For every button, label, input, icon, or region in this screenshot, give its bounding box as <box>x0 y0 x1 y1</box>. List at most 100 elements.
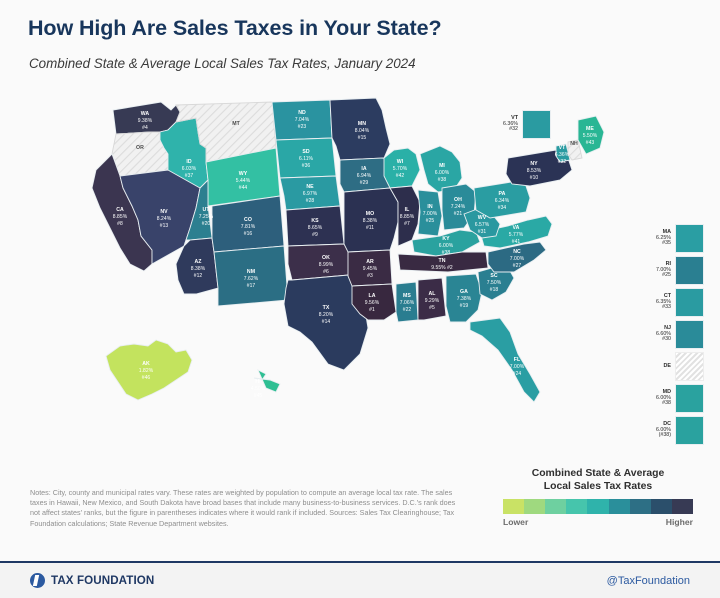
state-label-abbr: CO <box>244 217 252 223</box>
logo-mark-icon <box>30 573 45 588</box>
callout-value: 6.00% <box>655 394 671 401</box>
state-label-rank: #46 <box>142 375 151 381</box>
legend-endpoints: Lower Higher <box>503 517 693 527</box>
legend-swatch-4 <box>587 499 609 515</box>
state-label-abbr: SD <box>302 149 310 155</box>
state-ME[interactable] <box>577 115 605 155</box>
state-label-value: 8.65% <box>308 225 323 231</box>
state-label-rank: #18 <box>490 287 499 293</box>
state-label-abbr: WA <box>141 111 150 117</box>
state-label-abbr: AL <box>428 291 436 297</box>
state-label-value: 8.99% <box>319 262 334 268</box>
page-subtitle: Combined State & Average Local Sales Tax… <box>29 56 416 71</box>
page-title: How High Are Sales Taxes in Your State? <box>28 16 442 40</box>
state-label-value: 6.34% <box>495 198 510 204</box>
state-label-abbr: PA <box>499 191 506 197</box>
state-label-rank: #6 <box>323 269 329 275</box>
state-label-value: 8.38% <box>191 266 206 272</box>
callout-rank: #38 <box>662 400 671 407</box>
callout-swatch <box>675 256 704 285</box>
state-TN[interactable] <box>397 251 489 273</box>
state-NC[interactable] <box>487 241 547 273</box>
state-label-value: 5.70% <box>393 166 408 172</box>
state-label-rank: #1 <box>369 307 375 313</box>
callout-MA: MA 6.25% #35 <box>627 224 704 253</box>
state-VA[interactable] <box>479 215 553 249</box>
state-label-abbr: HI <box>255 379 261 385</box>
state-UT[interactable] <box>183 178 213 247</box>
state-label-value: 6.97% <box>303 191 318 197</box>
state-label-value: 6.11% <box>299 156 314 162</box>
state-label-rank: #5 <box>429 305 435 311</box>
state-label-value: 1.82% <box>139 368 154 374</box>
legend-swatch-5 <box>608 499 630 515</box>
state-label-rank: #32 <box>558 159 567 165</box>
state-label-abbr: MS <box>403 293 411 299</box>
state-label-abbr: NC <box>513 249 521 255</box>
state-label-value: 7.25% <box>199 214 214 220</box>
state-MN[interactable] <box>329 97 391 161</box>
state-label-value: 7.50% <box>487 280 502 286</box>
state-MS[interactable] <box>395 281 419 323</box>
state-label-value: 4.50% <box>251 386 266 392</box>
state-label-value: 6.57% <box>475 222 490 228</box>
legend-low-label: Lower <box>503 517 529 528</box>
state-label-value: 7.00% <box>423 211 438 217</box>
state-GA[interactable] <box>445 273 483 323</box>
state-WI[interactable] <box>383 147 421 189</box>
state-NM[interactable] <box>213 245 289 307</box>
callout-swatch <box>522 110 551 139</box>
state-AL[interactable] <box>417 277 447 321</box>
state-label-abbr: TX <box>323 305 330 311</box>
brand-name: TAX FOUNDATION <box>51 574 155 587</box>
footer-divider <box>0 561 720 563</box>
state-NH[interactable] <box>567 139 583 161</box>
state-label-rank: #41 <box>512 239 521 245</box>
state-label-abbr: KS <box>311 218 319 224</box>
state-label-abbr: FL <box>514 357 521 363</box>
callout-swatch <box>675 224 704 253</box>
state-label-rank: #4 <box>142 125 148 131</box>
state-MT[interactable] <box>175 101 277 163</box>
state-label-value: 8.20% <box>319 312 334 318</box>
state-AZ[interactable] <box>175 237 219 295</box>
state-label-abbr: OH <box>454 197 462 203</box>
callout-rank: (#38) <box>658 432 671 439</box>
state-AK[interactable] <box>105 339 193 401</box>
legend: Combined State & Average Local Sales Tax… <box>503 468 693 527</box>
state-VT[interactable] <box>555 143 571 163</box>
state-HI[interactable] <box>253 369 281 393</box>
callout-value: 6.36% <box>502 120 518 127</box>
state-label-value: 7.38% <box>457 296 472 302</box>
state-KY[interactable] <box>411 229 481 257</box>
state-label-rank: #22 <box>403 307 412 313</box>
callout-abbr: VT <box>511 114 518 121</box>
state-LA[interactable] <box>351 283 397 321</box>
state-label-abbr: WY <box>239 171 248 177</box>
state-label-abbr: IA <box>361 166 366 172</box>
legend-swatch-7 <box>650 499 672 515</box>
state-label-rank: #8 <box>117 221 123 227</box>
state-label-rank: #29 <box>360 180 369 186</box>
callout-value: 6.35% <box>655 298 671 305</box>
state-label-value: 9.38% <box>138 118 153 124</box>
callout-abbr: NJ <box>664 324 671 331</box>
legend-swatch-3 <box>566 499 588 515</box>
state-label-abbr: AR <box>366 259 374 265</box>
state-label-rank: #11 <box>366 225 374 231</box>
state-label-value: 7.62% <box>244 276 259 282</box>
notes-text: Notes: City, county and municipal rates … <box>30 488 456 528</box>
state-label-abbr: MN <box>358 121 366 127</box>
callout-rank: #33 <box>662 304 671 311</box>
callout-rank: #25 <box>662 272 671 279</box>
callout-abbr: DE <box>663 362 672 369</box>
state-label-value: 9.45% <box>363 266 378 272</box>
state-label-rank: #28 <box>306 198 315 204</box>
state-label-rank: #14 <box>322 319 331 325</box>
callout-rank: #30 <box>662 336 671 343</box>
state-label-abbr: MI <box>439 163 445 169</box>
state-label-rank: #27 <box>513 263 522 269</box>
state-FL[interactable] <box>469 317 541 403</box>
state-MI[interactable] <box>419 145 463 193</box>
